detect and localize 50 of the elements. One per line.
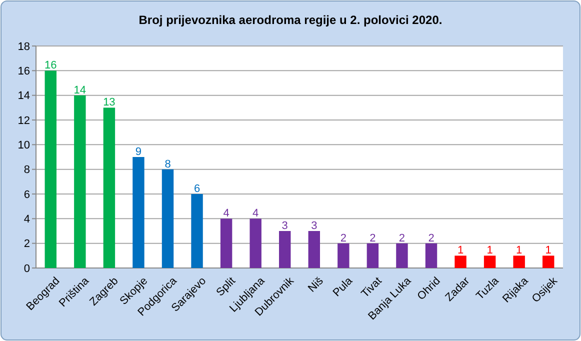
data-label: 2 [398, 232, 406, 244]
data-label: 2 [428, 232, 434, 244]
bar [162, 169, 174, 268]
y-tick-label: 4 [24, 214, 30, 226]
data-label: 1 [486, 244, 493, 257]
y-tick-label: 0 [24, 262, 30, 275]
y-tick-label: 16 [18, 66, 30, 78]
bar [74, 95, 86, 268]
chart-title: Broj prijevoznika aerodroma regije u 2. polovici 2020. [138, 13, 442, 27]
bar [44, 70, 56, 268]
data-label: 1 [457, 244, 464, 257]
bar [454, 256, 466, 268]
data-label: 6 [194, 183, 200, 195]
data-label: 4 [223, 208, 230, 220]
x-tick-label: Tivat [359, 275, 384, 300]
data-label: 3 [311, 220, 318, 232]
y-tick-label: 2 [24, 238, 30, 250]
data-label: 9 [135, 146, 142, 158]
data-label: 13 [103, 96, 116, 109]
bar [220, 218, 232, 268]
bar [425, 243, 438, 268]
data-label: 16 [44, 60, 57, 72]
bar [366, 243, 379, 268]
bar [513, 256, 525, 268]
data-label: 4 [252, 208, 259, 220]
x-tick-label: Pula [330, 274, 356, 300]
data-label: 8 [164, 158, 171, 170]
bar [396, 243, 408, 268]
bar [250, 218, 262, 268]
bar [132, 157, 144, 268]
y-tick-label: 8 [24, 164, 30, 176]
data-label: 14 [74, 84, 86, 96]
bar [191, 194, 203, 268]
bar [338, 243, 350, 268]
x-tick-label: Niš [306, 274, 326, 295]
data-label: 2 [370, 232, 376, 244]
y-tick-label: 10 [18, 140, 30, 152]
data-label: 3 [282, 220, 288, 232]
y-tick-label: 6 [24, 188, 30, 201]
bar [484, 256, 496, 268]
bar [103, 108, 116, 268]
data-label: 1 [516, 244, 522, 257]
bar [542, 256, 554, 268]
y-tick-label: 14 [18, 90, 30, 102]
y-tick-label: 18 [18, 40, 30, 53]
data-label: 2 [340, 232, 346, 244]
bar [279, 231, 291, 268]
data-label: 1 [545, 244, 552, 257]
bar [308, 231, 320, 268]
y-tick-label: 12 [18, 114, 30, 127]
